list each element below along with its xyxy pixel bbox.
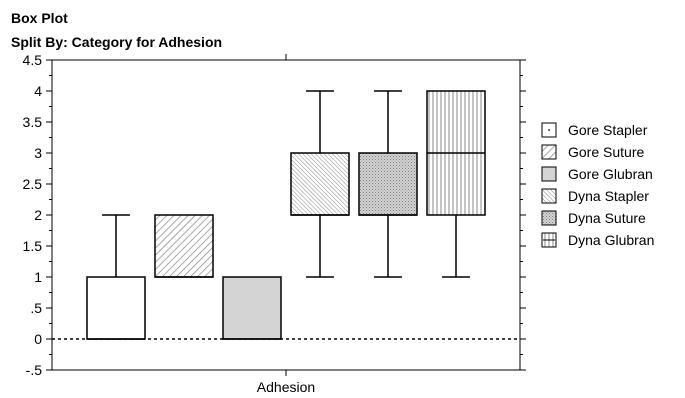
- box-dyna-stapler: [290, 90, 350, 278]
- legend-item: Gore Suture: [541, 144, 644, 160]
- y-tick-label: 2.5: [23, 176, 43, 192]
- legend: Gore Stapler Gore Suture Gore Glubran Dyna …: [541, 122, 654, 248]
- y-axis: -.5 0 .5 1 1.5 2 2.5 3 3.5 4 4.5: [23, 52, 53, 378]
- y-tick-label: 4: [34, 83, 42, 99]
- y-tick-label: 2: [34, 207, 42, 223]
- legend-swatch-dot: [548, 129, 550, 131]
- legend-label: Gore Stapler: [568, 122, 648, 138]
- y-tick-label: 1.5: [23, 238, 43, 254]
- box-rect: [86, 276, 146, 340]
- y-tick-label: 3: [34, 145, 42, 161]
- box-gore-stapler: [86, 214, 146, 340]
- y-tick-label: -.5: [26, 362, 43, 378]
- legend-label: Gore Glubran: [568, 166, 653, 182]
- x-axis-label: Adhesion: [257, 379, 315, 395]
- box-series-group: [86, 90, 486, 340]
- legend-item: Dyna Stapler: [541, 188, 649, 204]
- legend-label: Gore Suture: [568, 144, 644, 160]
- box-rect: [154, 214, 214, 278]
- legend-item: Dyna Glubran: [541, 232, 654, 248]
- box-dyna-suture: [358, 90, 418, 278]
- legend-swatch: [541, 166, 557, 182]
- box-rect: [222, 276, 282, 340]
- legend-item: Gore Stapler: [541, 122, 648, 138]
- legend-item: Dyna Suture: [541, 210, 646, 226]
- y-tick-label: 4.5: [23, 52, 43, 68]
- legend-label: Dyna Suture: [568, 210, 646, 226]
- chart-subtitle: Split By: Category for Adhesion: [11, 34, 222, 50]
- legend-label: Dyna Glubran: [568, 232, 654, 248]
- box-gore-suture: [154, 214, 214, 278]
- legend-label: Dyna Stapler: [568, 188, 649, 204]
- legend-swatch: [541, 144, 557, 160]
- box-gore-glubran: [222, 276, 282, 340]
- box-rect: [290, 152, 350, 216]
- y-axis-right: [519, 59, 526, 371]
- box-dyna-glubran: [426, 90, 486, 278]
- y-tick-label: .5: [30, 300, 42, 316]
- box-rect: [358, 152, 418, 216]
- legend-swatch: [541, 210, 557, 226]
- y-tick-label: 0: [34, 331, 42, 347]
- chart-title: Box Plot: [11, 10, 68, 26]
- legend-swatch: [541, 188, 557, 204]
- y-tick-label: 3.5: [23, 114, 43, 130]
- legend-item: Gore Glubran: [541, 166, 653, 182]
- y-tick-label: 1: [34, 269, 42, 285]
